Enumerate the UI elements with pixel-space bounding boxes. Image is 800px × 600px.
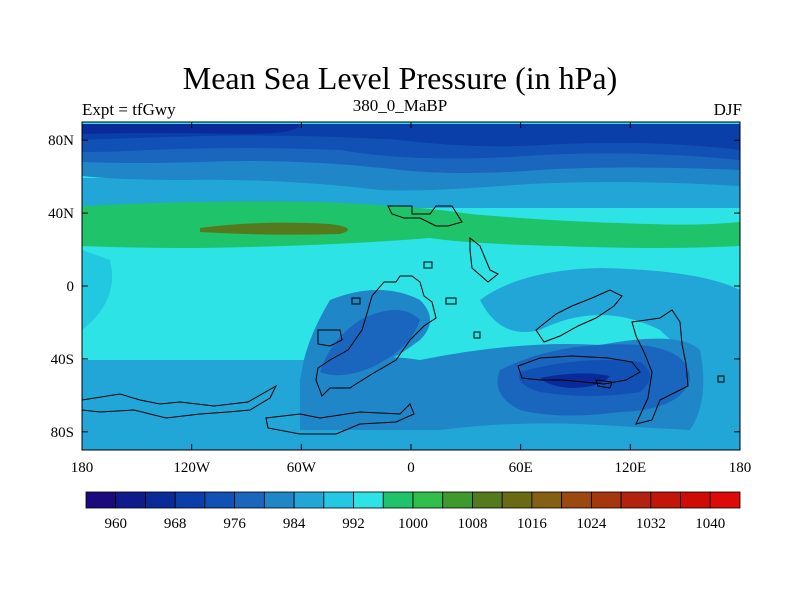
pressure-field <box>82 122 740 450</box>
colorbar-swatch <box>293 491 325 509</box>
x-tick-label: 0 <box>407 460 415 476</box>
colorbar-swatch <box>590 491 622 509</box>
field-988-africa <box>320 310 420 376</box>
y-tick-label: 40N <box>48 206 74 222</box>
colorbar-swatch <box>620 491 652 509</box>
colorbar-swatch <box>382 491 414 509</box>
x-tick-label: 120W <box>173 460 211 476</box>
colorbar-swatch <box>353 491 384 509</box>
colorbar-swatch <box>85 491 117 509</box>
experiment-label: Expt = tfGwy <box>82 100 176 119</box>
x-axis-labels: 180 120W 60W 0 60E 120E 180 <box>71 460 752 476</box>
x-tick-label: 60W <box>287 460 317 476</box>
field-996-west <box>82 250 113 330</box>
colorbar-labels: 960 968 976 984 992 1000 1008 1016 1024 1032 1040 <box>104 516 725 532</box>
axis-ticks <box>81 122 741 450</box>
colorbar-swatch <box>174 491 206 509</box>
colorbar-label: 1032 <box>636 516 666 532</box>
colorbar-swatch <box>115 491 146 509</box>
x-tick-label: 120E <box>614 460 646 476</box>
colorbar-swatch <box>680 491 711 509</box>
field-976 <box>82 124 300 134</box>
season-label: DJF <box>713 100 742 119</box>
colorbar-swatch <box>412 491 444 509</box>
colorbar-swatch <box>323 491 354 509</box>
colorbar-label: 1024 <box>576 516 607 532</box>
colorbar-label: 992 <box>342 516 365 532</box>
field-1008 <box>82 201 740 248</box>
colorbar-label: 984 <box>283 516 306 532</box>
colorbar-swatch <box>442 491 473 509</box>
colorbar-swatch <box>204 491 236 509</box>
y-tick-label: 0 <box>67 279 75 295</box>
colorbar-swatch <box>145 491 176 509</box>
colorbar-label: 960 <box>104 516 127 532</box>
colorbar-swatch <box>234 491 265 509</box>
colorbar-label: 968 <box>164 516 187 532</box>
colorbar-label: 1016 <box>517 516 548 532</box>
colorbar-label: 1008 <box>457 516 487 532</box>
y-tick-label: 40S <box>51 352 74 368</box>
y-axis-labels: 80N 40N 0 40S 80S <box>48 133 74 441</box>
colorbar-label: 976 <box>223 516 246 532</box>
x-tick-label: 180 <box>71 460 94 476</box>
colorbar-swatch <box>531 491 563 509</box>
colorbar-swatch <box>650 491 681 509</box>
colorbar-swatch <box>501 491 533 509</box>
y-tick-label: 80N <box>48 133 74 149</box>
field-996-east <box>480 268 740 380</box>
coastlines <box>82 205 725 435</box>
y-tick-label: 80S <box>51 425 74 441</box>
x-tick-label: 180 <box>729 460 752 476</box>
field-1012-core <box>200 222 348 235</box>
colorbar-swatch <box>263 491 295 509</box>
period-label: 380_0_MaBP <box>352 96 448 115</box>
colorbar-swatch <box>709 491 741 509</box>
colorbar-swatch <box>472 491 503 509</box>
chart-title: Mean Sea Level Pressure (in hPa) <box>182 60 618 96</box>
colorbar-label: 1040 <box>695 516 725 532</box>
x-tick-label: 60E <box>509 460 533 476</box>
colorbar <box>85 491 741 509</box>
colorbar-swatch <box>561 491 592 509</box>
colorbar-label: 1000 <box>398 516 428 532</box>
